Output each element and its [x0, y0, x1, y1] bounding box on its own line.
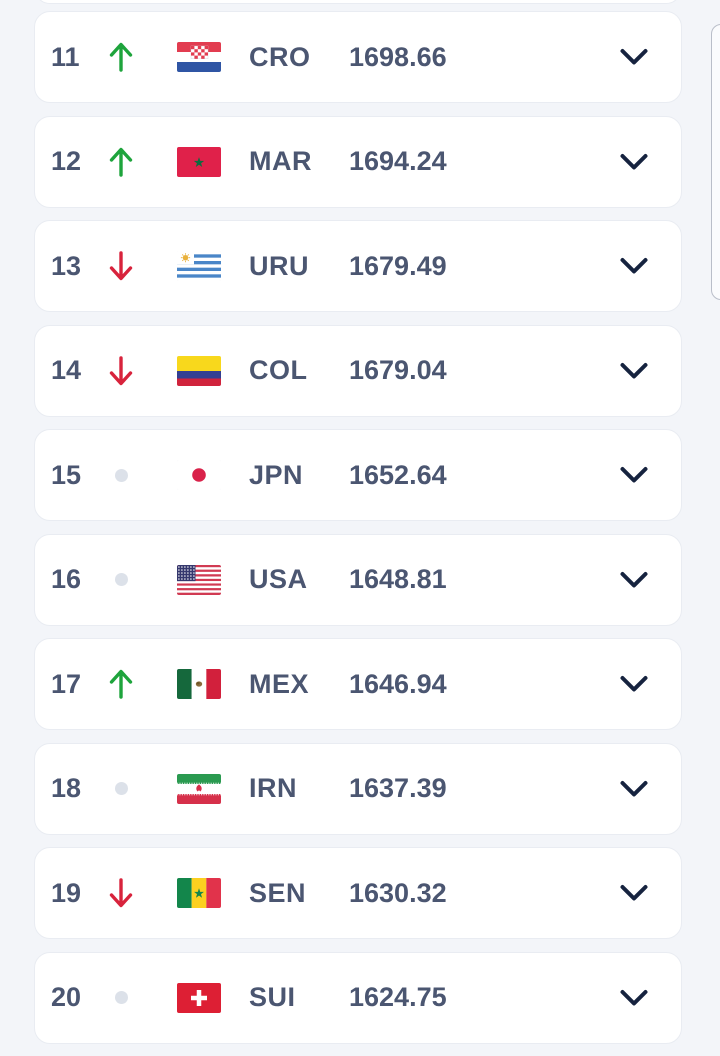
rank-number: 15: [51, 459, 82, 490]
country-code: IRN: [249, 773, 297, 803]
points-value: 1679.04: [349, 355, 447, 385]
morocco-flag: [177, 146, 221, 177]
chevron-down-icon[interactable]: [619, 362, 649, 380]
trend-indicator: [99, 468, 143, 482]
chevron-down-icon[interactable]: [619, 780, 649, 798]
chevron-down-icon[interactable]: [619, 884, 649, 902]
trend-indicator: [99, 573, 143, 586]
points-value: 1630.32: [349, 877, 447, 908]
chevron-down-icon[interactable]: [619, 48, 649, 66]
chevron-down-icon[interactable]: [619, 257, 649, 275]
rank-card[interactable]: 16 USA 1648.81: [34, 533, 682, 626]
country-code: COL: [249, 355, 308, 385]
points-value: 1637.39: [349, 773, 447, 803]
country-code: URU: [249, 250, 309, 281]
trend-indicator: [99, 782, 143, 795]
trend-down-icon: [109, 878, 133, 908]
rank-number: 16: [51, 564, 82, 594]
trend-indicator: [99, 354, 143, 388]
rank-number: 13: [51, 250, 82, 281]
usa-flag: [177, 564, 221, 595]
rank-card[interactable]: 15 JPN 1652.64: [34, 429, 682, 521]
croatia-flag: [177, 42, 221, 72]
trend-indicator: [99, 991, 143, 1004]
iran-flag: [177, 773, 221, 804]
trend-up-icon: [109, 147, 133, 177]
country-code: JPN: [249, 459, 304, 490]
chevron-down-icon[interactable]: [619, 989, 649, 1007]
trend-equal-icon: [114, 468, 128, 482]
points-value: 1652.64: [349, 459, 447, 490]
chevron-down-icon[interactable]: [619, 153, 649, 171]
points-value: 1648.81: [349, 564, 447, 594]
trend-down-icon: [109, 355, 133, 385]
rank-number: 20: [51, 982, 82, 1012]
points-value: 1698.66: [349, 41, 447, 72]
points-value: 1646.94: [349, 668, 447, 699]
rank-card[interactable]: 20 SUI 1624.75: [34, 951, 682, 1044]
points-value: 1624.75: [349, 982, 447, 1012]
rank-number: 14: [51, 355, 82, 385]
switzerland-flag: [177, 982, 221, 1013]
trend-indicator: [99, 876, 143, 910]
chevron-down-icon[interactable]: [619, 675, 649, 693]
chevron-down-icon[interactable]: [619, 466, 649, 484]
trend-equal-icon: [114, 991, 128, 1004]
trend-down-icon: [109, 251, 133, 281]
mexico-flag: [177, 669, 221, 699]
points-value: 1679.49: [349, 250, 447, 281]
scrollbar-thumb[interactable]: [711, 24, 720, 300]
trend-indicator: [99, 667, 143, 701]
rank-card[interactable]: 13 URU 1679.49: [34, 220, 682, 312]
country-code: CRO: [249, 41, 311, 72]
rank-card[interactable]: 17 MEX 1646.94: [34, 638, 682, 730]
chevron-down-icon[interactable]: [619, 571, 649, 589]
trend-equal-icon: [114, 573, 128, 586]
colombia-flag: [177, 355, 221, 386]
country-code: USA: [249, 564, 308, 594]
rank-card[interactable]: 18 IRN 1637.39: [34, 742, 682, 835]
country-code: SEN: [249, 877, 307, 908]
trend-indicator: [99, 145, 143, 179]
rank-card[interactable]: 19 SEN 1630.32: [34, 847, 682, 939]
country-code: SUI: [249, 982, 296, 1012]
rankings-list: 11 CRO 1698.66 12 MAR 1694.24: [34, 11, 682, 1056]
country-code: MEX: [249, 668, 310, 699]
rank-number: 18: [51, 773, 82, 803]
japan-flag: [177, 460, 221, 490]
trend-up-icon: [109, 669, 133, 699]
previous-rank-card-partial[interactable]: [34, 0, 682, 4]
country-code: MAR: [249, 146, 312, 176]
rank-number: 11: [51, 41, 80, 72]
rank-number: 19: [51, 877, 82, 908]
rank-card[interactable]: 11 CRO 1698.66: [34, 11, 682, 103]
uruguay-flag: [177, 251, 221, 281]
trend-indicator: [99, 249, 143, 283]
senegal-flag: [177, 878, 221, 908]
rank-card[interactable]: 14 COL 1679.04: [34, 324, 682, 417]
points-value: 1694.24: [349, 146, 447, 176]
rank-card[interactable]: 12 MAR 1694.24: [34, 115, 682, 208]
rank-number: 17: [51, 668, 82, 699]
trend-indicator: [99, 40, 143, 74]
trend-equal-icon: [114, 782, 128, 795]
rank-number: 12: [51, 146, 82, 176]
trend-up-icon: [109, 42, 133, 72]
